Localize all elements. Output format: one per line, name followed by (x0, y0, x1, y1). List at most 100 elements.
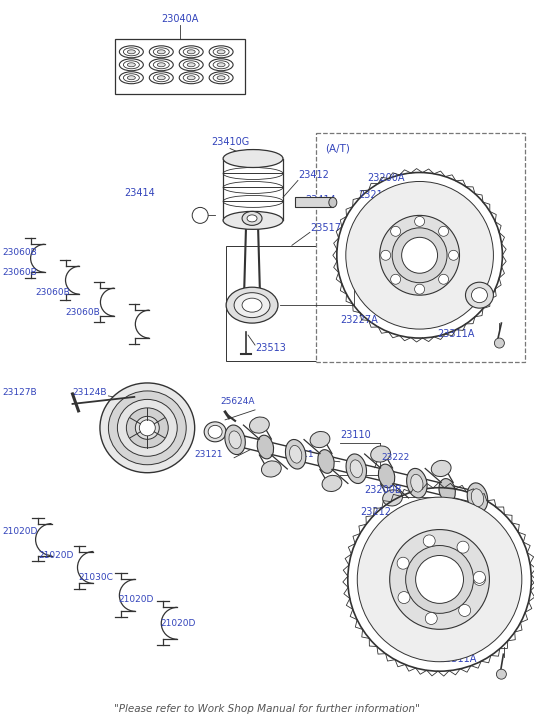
Text: 23311A: 23311A (440, 654, 477, 664)
Circle shape (391, 274, 401, 284)
Ellipse shape (465, 282, 493, 308)
Ellipse shape (124, 73, 139, 81)
Ellipse shape (322, 475, 342, 491)
Text: 23111: 23111 (285, 450, 314, 459)
Ellipse shape (225, 425, 246, 454)
Ellipse shape (380, 215, 460, 295)
Ellipse shape (471, 288, 487, 302)
Circle shape (457, 541, 469, 553)
Ellipse shape (242, 298, 262, 312)
Bar (316, 132, 525, 362)
Ellipse shape (127, 50, 135, 54)
Bar (226, 246, 354, 361)
Bar (295, 198, 333, 207)
Ellipse shape (346, 182, 493, 329)
Ellipse shape (119, 72, 143, 84)
Ellipse shape (439, 478, 455, 502)
Ellipse shape (157, 63, 165, 67)
Circle shape (402, 237, 438, 273)
Ellipse shape (289, 446, 302, 463)
Circle shape (416, 555, 463, 603)
Circle shape (139, 420, 155, 435)
Ellipse shape (217, 76, 225, 80)
Ellipse shape (262, 461, 281, 477)
Ellipse shape (117, 399, 177, 457)
Circle shape (381, 250, 391, 260)
Ellipse shape (154, 61, 169, 69)
Ellipse shape (242, 212, 262, 225)
Circle shape (473, 574, 485, 585)
Circle shape (473, 571, 485, 583)
Ellipse shape (234, 293, 270, 318)
Bar (116, 39, 245, 94)
Text: 23311A: 23311A (438, 329, 475, 339)
Ellipse shape (286, 440, 306, 469)
Circle shape (423, 535, 435, 547)
Ellipse shape (346, 454, 366, 483)
Text: 23060B: 23060B (65, 308, 100, 317)
Circle shape (458, 604, 471, 616)
Ellipse shape (431, 460, 451, 477)
Ellipse shape (247, 215, 257, 222)
Ellipse shape (183, 48, 199, 56)
Circle shape (397, 557, 409, 569)
Text: "Please refer to Work Shop Manual for further information": "Please refer to Work Shop Manual for fu… (114, 704, 420, 714)
Circle shape (398, 592, 410, 603)
Text: 21020D: 21020D (39, 551, 74, 560)
Text: 23212: 23212 (358, 190, 389, 201)
Ellipse shape (187, 76, 195, 80)
Ellipse shape (119, 46, 143, 57)
Text: 23200A: 23200A (368, 174, 405, 183)
Ellipse shape (127, 76, 135, 80)
Ellipse shape (411, 474, 423, 492)
Ellipse shape (179, 72, 203, 84)
Text: 23127B: 23127B (3, 388, 37, 398)
Ellipse shape (329, 198, 337, 207)
Ellipse shape (157, 50, 165, 54)
Text: 23121: 23121 (194, 450, 223, 459)
Ellipse shape (124, 61, 139, 69)
Text: 23060B: 23060B (36, 288, 71, 297)
Ellipse shape (179, 59, 203, 71)
Ellipse shape (213, 73, 229, 81)
Ellipse shape (389, 529, 490, 630)
Ellipse shape (154, 48, 169, 56)
Text: 21020D: 21020D (160, 619, 196, 628)
Ellipse shape (154, 73, 169, 81)
Text: 23227A: 23227A (340, 315, 378, 325)
Ellipse shape (100, 383, 195, 473)
Ellipse shape (257, 435, 273, 459)
Text: 23124B: 23124B (73, 388, 107, 398)
Ellipse shape (392, 228, 447, 283)
Ellipse shape (229, 431, 241, 449)
Text: 59418: 59418 (470, 525, 500, 534)
Text: 25624A: 25624A (220, 398, 255, 406)
Text: 21020D: 21020D (118, 595, 154, 604)
Ellipse shape (183, 73, 199, 81)
Text: 23040A: 23040A (162, 14, 199, 24)
Text: 23060B: 23060B (3, 248, 37, 257)
Ellipse shape (179, 46, 203, 57)
Text: 23200B: 23200B (365, 485, 402, 494)
Text: 23222: 23222 (381, 453, 410, 462)
Ellipse shape (149, 46, 173, 57)
Ellipse shape (157, 76, 165, 80)
Ellipse shape (204, 422, 226, 442)
Ellipse shape (187, 50, 195, 54)
Text: 23060B: 23060B (3, 268, 37, 277)
Ellipse shape (149, 59, 173, 71)
Circle shape (415, 217, 425, 226)
Ellipse shape (209, 59, 233, 71)
Text: 23414: 23414 (125, 188, 155, 198)
Text: 23513: 23513 (255, 343, 286, 353)
Text: 21020D: 21020D (3, 527, 38, 536)
Ellipse shape (209, 46, 233, 57)
Text: 23517: 23517 (310, 223, 341, 233)
Ellipse shape (407, 468, 427, 498)
Ellipse shape (406, 545, 473, 614)
Ellipse shape (226, 287, 278, 323)
Ellipse shape (213, 61, 229, 69)
Ellipse shape (119, 59, 143, 71)
Text: 23412: 23412 (298, 171, 329, 180)
Circle shape (448, 250, 458, 260)
